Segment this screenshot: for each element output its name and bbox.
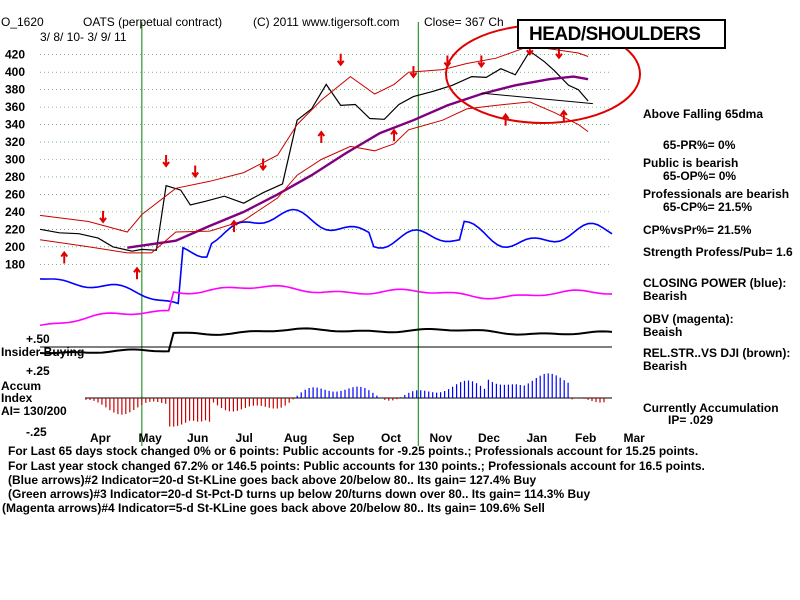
y-tick-label: 300 [5,153,25,167]
ip-value: IP= .029 [668,413,714,427]
closing-power-line [39,208,613,305]
sell-arrow [162,154,170,168]
x-tick-label: Jul [236,431,253,445]
y-tick-label: 360 [5,100,25,114]
insider-buying-label: Insider Buying [1,345,85,359]
x-tick-label: Feb [575,431,596,445]
dma-status: Above Falling 65dma [643,107,764,121]
x-tick-label: Sep [333,431,355,445]
signal-lines [141,22,419,446]
y-tick-label: 380 [5,83,25,97]
y-tick-labels: 180 200 220 240 260 280 300 320 340 360 380 400 420 [5,48,25,272]
signal-arrows [60,43,568,280]
relstr-state: Bearish [643,359,688,373]
price-series [39,45,593,254]
close-value: Close= 367 Ch [424,15,504,29]
y-tick-label: 420 [5,48,25,62]
x-tick-label: Aug [284,431,307,445]
copyright: (C) 2011 www.tigersoft.com [253,15,400,29]
x-tick-label: Apr [90,431,111,445]
y-tick-label: 340 [5,118,25,132]
cp-value: 65-CP%= 21.5% [663,200,753,214]
x-tick-label: Nov [430,431,453,445]
x-tick-label: Mar [624,431,646,445]
lower-band-line [39,101,589,254]
buy-arrow [390,128,398,142]
footer-line-4: (Green arrows)#3 Indicator=20-d St-Pct-D… [8,487,591,501]
relstr-label: REL.STR..VS DJI (brown): [643,346,791,360]
op-value: 65-OP%= 0% [663,169,737,183]
buy-arrow [133,266,141,280]
x-tick-labels: Apr May Jun Jul Aug Sep Oct Nov Dec Jan Feb Mar [90,431,645,445]
footer-line-2: For Last year stock changed 67.2% or 146… [8,459,705,473]
y-tick-label: 400 [5,65,25,79]
neckline [481,92,593,105]
index-label: Index [1,391,33,405]
sell-arrow [99,210,107,224]
footer-line-5: (Magenta arrows)#4 Indicator=5-d St-KLin… [2,501,545,515]
y-tick-label: 280 [5,170,25,184]
obv-line [39,284,613,327]
obv-state: Beaish [643,325,683,339]
strength-ratio: Strength Profess/Pub= 1.6 [643,245,793,259]
buy-arrow [60,250,69,264]
sell-arrow [336,53,345,67]
y-tick-label: 320 [5,135,25,149]
price-line [39,50,589,252]
upper-band-line [39,45,589,233]
relstr-line [39,327,613,355]
accumulation-label: Currently Accumulation [643,401,779,415]
x-tick-label: Jun [187,431,208,445]
buy-arrow [317,130,326,144]
buy-arrow [560,109,568,123]
public-status: Public is bearish [643,156,739,170]
symbol: O_1620 [1,15,44,29]
buy-arrow [501,112,510,126]
y-tick-label: 180 [5,257,25,271]
y-tick-label: 260 [5,187,25,201]
footer-line-1: For Last 65 days stock changed 0% or 6 p… [8,444,699,458]
sell-arrow [477,55,486,69]
y-tick-label: 200 [5,240,25,254]
y-tick-label: 220 [5,222,25,236]
pros-status: Professionals are bearish [643,187,790,201]
head-shoulders-label: HEAD/SHOULDERS [529,24,701,45]
ma65-line [127,75,589,249]
sell-arrow [191,165,199,179]
closing-power-state: Bearish [643,289,688,303]
y-tick-label: 240 [5,205,25,219]
plus25-label: +.25 [26,364,50,378]
sell-arrow [409,65,418,79]
closing-power-label: CLOSING POWER (blue): [643,276,787,290]
contract-name: OATS (perpetual contract) [83,15,223,29]
pr-value: 65-PR%= 0% [663,138,736,152]
footer-line-3: (Blue arrows)#2 Indicator=20-d St-KLine … [8,473,537,487]
head-shoulders-box: HEAD/SHOULDERS [517,19,726,49]
accum-label: Accum [1,379,42,393]
plus50-label: +.50 [26,332,50,346]
x-tick-label: Dec [478,431,500,445]
ai-value: AI= 130/200 [1,404,67,418]
price-grid [40,54,612,265]
x-tick-label: Oct [381,431,401,445]
date-range: 3/ 8/ 10- 3/ 9/ 11 [40,30,127,44]
x-tick-label: Jan [527,431,548,445]
indicator-panels [39,208,613,427]
minus25-label: -.25 [26,425,47,439]
sell-arrow [259,158,267,172]
obv-label: OBV (magenta): [643,312,734,326]
cp-vs-pr: CP%vsPr%= 21.5% [643,223,752,237]
buy-arrow [230,219,238,233]
x-tick-label: May [139,431,163,445]
